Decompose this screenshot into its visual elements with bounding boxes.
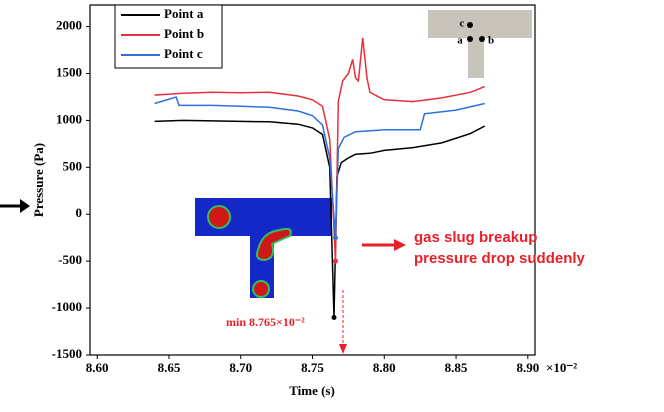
series-line: [154, 37, 486, 262]
y-tick-label: -1000: [52, 299, 82, 314]
y-tick-label: 1500: [56, 64, 82, 79]
y-tick-label: -1500: [52, 346, 82, 361]
min-marker-head: [339, 344, 347, 354]
x-tick-label: 8.90: [516, 360, 539, 375]
simulation-inset: [195, 198, 332, 298]
geometry-inset: [428, 10, 532, 78]
annotation: min 8.765×10⁻²: [226, 315, 305, 329]
legend-box: [114, 4, 223, 69]
series-line: [154, 96, 485, 238]
legend-label: Point c: [164, 46, 203, 61]
annotation-arrow-head: [394, 239, 406, 251]
legend-label: Point b: [164, 26, 204, 41]
x-tick-label: 8.70: [229, 360, 252, 375]
x-multiplier: ×10⁻²: [546, 360, 577, 375]
inset-label: b: [488, 35, 494, 47]
annotation: gas slug breakup: [414, 229, 537, 246]
inset-label: c: [460, 18, 465, 30]
legend-label: Point a: [164, 6, 204, 21]
inset-label: a: [457, 35, 463, 47]
min-point: [331, 314, 337, 320]
x-tick-label: 8.75: [301, 360, 324, 375]
y-tick-label: 2000: [56, 18, 82, 33]
min-point: [332, 235, 338, 241]
y-tick-label: -500: [58, 252, 82, 267]
x-tick-label: 8.60: [86, 360, 109, 375]
annotation: pressure drop suddenly: [414, 250, 586, 267]
y-tick-label: 500: [63, 158, 83, 173]
x-tick-label: 8.85: [445, 360, 468, 375]
y-tick-label: 0: [76, 205, 83, 220]
y-tick-label: 1000: [56, 111, 82, 126]
x-tick-label: 8.80: [373, 360, 396, 375]
x-axis-label: Time (s): [289, 383, 335, 398]
y-axis-label: Pressure (Pa): [31, 143, 46, 217]
min-point: [332, 258, 338, 264]
side-arrow-head: [20, 199, 30, 213]
x-tick-label: 8.65: [158, 360, 181, 375]
